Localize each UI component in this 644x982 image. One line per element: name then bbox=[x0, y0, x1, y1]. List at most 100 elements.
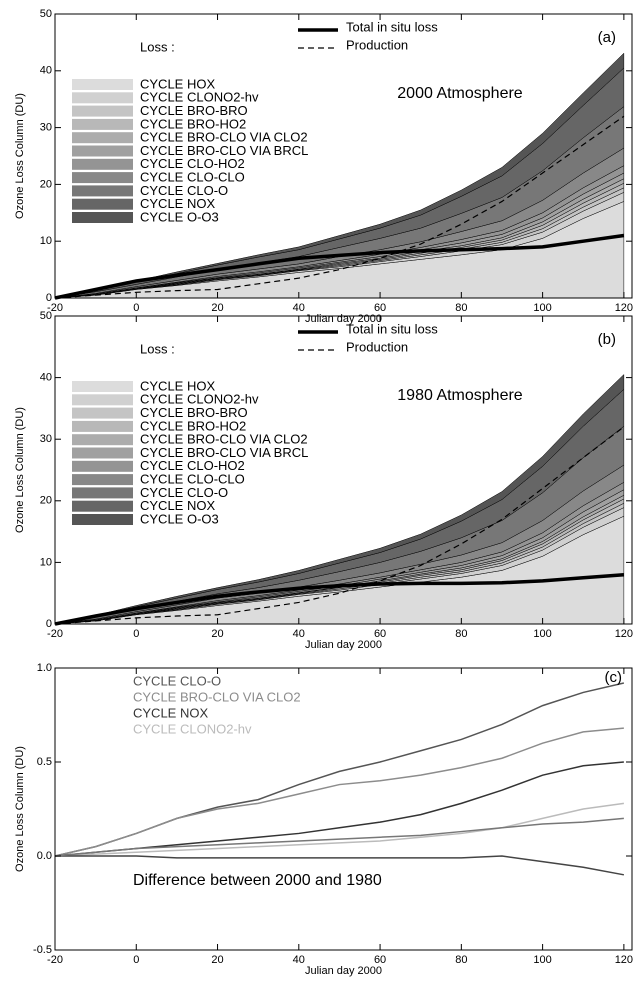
y-tick-label: 0.0 bbox=[37, 850, 52, 862]
legend-swatch bbox=[72, 487, 133, 499]
area bbox=[54, 52, 625, 299]
panel-label: (a) bbox=[598, 29, 616, 46]
legend-swatch bbox=[72, 420, 133, 432]
legend-swatch bbox=[72, 105, 133, 117]
legend-label: CYCLE HOX bbox=[140, 378, 215, 393]
legend-swatch bbox=[72, 92, 133, 104]
legend-label: CYCLE BRO-CLO VIA CLO2 bbox=[140, 130, 308, 145]
y-axis-title: Ozone Loss Column (DU) bbox=[14, 746, 26, 872]
x-tick-label: 20 bbox=[211, 302, 223, 314]
y-tick-label: 40 bbox=[40, 372, 52, 384]
x-tick-label: 0 bbox=[133, 954, 139, 966]
legend-label: CYCLE BRO-HO2 bbox=[140, 116, 246, 131]
legend-label: CYCLE BRO-CLO VIA BRCL bbox=[140, 445, 308, 460]
legend-label: CYCLE NOX bbox=[140, 498, 215, 513]
y-tick-label: 30 bbox=[40, 122, 52, 134]
legend-label: CYCLE NOX bbox=[140, 196, 215, 211]
x-tick-label: 80 bbox=[455, 954, 467, 966]
x-tick-label: 60 bbox=[374, 628, 386, 640]
legend-label: CYCLE CLO-O bbox=[140, 183, 228, 198]
legend-label: CYCLE CLO-CLO bbox=[140, 472, 245, 487]
y-tick-label: 20 bbox=[40, 495, 52, 507]
legend-swatch bbox=[72, 79, 133, 90]
line bbox=[54, 727, 624, 857]
legend-label: CYCLE CLO-CLO bbox=[140, 170, 245, 185]
panel-label: (c) bbox=[605, 669, 623, 686]
line bbox=[55, 855, 625, 876]
annotation: 1980 Atmosphere bbox=[397, 387, 523, 404]
legend-label: CYCLE O-O3 bbox=[140, 209, 219, 224]
x-tick-label: 80 bbox=[455, 302, 467, 314]
x-tick-label: 100 bbox=[533, 954, 551, 966]
y-tick-label: 0.5 bbox=[37, 756, 52, 768]
x-tick-label: -20 bbox=[47, 628, 63, 640]
line bbox=[54, 817, 624, 857]
x-tick-label: 0 bbox=[133, 628, 139, 640]
legend-label: CYCLE CLONO2-hv bbox=[140, 90, 259, 105]
legend-swatch bbox=[72, 474, 133, 486]
x-tick-label: 120 bbox=[615, 302, 633, 314]
x-tick-label: 40 bbox=[293, 302, 305, 314]
legend-swatch bbox=[72, 460, 133, 472]
legend-label: Total in situ loss bbox=[346, 321, 438, 336]
y-tick-label: 10 bbox=[40, 235, 52, 247]
y-tick-label: 0 bbox=[46, 618, 52, 630]
x-axis-title: Julian day 2000 bbox=[305, 965, 382, 977]
x-tick-label: 120 bbox=[615, 954, 633, 966]
y-axis-title: Ozone Loss Column (DU) bbox=[14, 93, 26, 219]
plot-frame bbox=[54, 667, 633, 951]
y-tick-label: 0 bbox=[46, 292, 52, 304]
x-tick-label: 0 bbox=[133, 302, 139, 314]
y-axis-title: Ozone Loss Column (DU) bbox=[14, 407, 26, 533]
legend-label: CYCLE BRO-CLO VIA CLO2 bbox=[140, 432, 308, 447]
legend-label: CYCLE HOX bbox=[140, 76, 215, 91]
plot-frame bbox=[54, 315, 633, 625]
x-tick-label: 100 bbox=[533, 302, 551, 314]
y-tick-label: 10 bbox=[40, 556, 52, 568]
legend-swatch bbox=[72, 514, 133, 525]
x-tick-label: -20 bbox=[47, 954, 63, 966]
x-tick-label: 80 bbox=[455, 628, 467, 640]
legend-title: Loss : bbox=[140, 341, 175, 356]
legend-swatch bbox=[72, 434, 133, 446]
x-tick-label: 40 bbox=[293, 628, 305, 640]
legend-swatch bbox=[72, 198, 133, 210]
legend-label: CYCLE BRO-BRO bbox=[140, 405, 248, 420]
legend-label: CYCLE CLO-O bbox=[140, 485, 228, 500]
plot-frame bbox=[54, 13, 633, 299]
legend-swatch bbox=[72, 447, 133, 459]
legend-label: CYCLE BRO-HO2 bbox=[140, 418, 246, 433]
x-tick-label: 20 bbox=[211, 628, 223, 640]
y-tick-label: -0.5 bbox=[33, 944, 52, 956]
x-tick-label: -20 bbox=[47, 302, 63, 314]
x-tick-label: 20 bbox=[211, 954, 223, 966]
legend-swatch bbox=[72, 172, 133, 184]
x-tick-label: 60 bbox=[374, 302, 386, 314]
y-tick-label: 1.0 bbox=[37, 662, 52, 674]
legend-label: CYCLE CLO-O bbox=[133, 673, 221, 688]
y-tick-label: 50 bbox=[40, 310, 52, 322]
panel-label: (b) bbox=[598, 331, 616, 348]
legend-label: CYCLE O-O3 bbox=[140, 511, 219, 526]
legend-label: CYCLE CLO-HO2 bbox=[140, 156, 245, 171]
legend-label: Total in situ loss bbox=[346, 19, 438, 34]
x-tick-label: 120 bbox=[615, 628, 633, 640]
line bbox=[54, 761, 624, 857]
annotation: 2000 Atmosphere bbox=[397, 85, 523, 102]
legend-swatch bbox=[72, 381, 133, 392]
legend-label: CYCLE NOX bbox=[133, 705, 208, 720]
legend-swatch bbox=[72, 158, 133, 170]
legend-swatch bbox=[72, 145, 133, 157]
line bbox=[54, 115, 625, 299]
line bbox=[54, 233, 625, 300]
y-tick-label: 50 bbox=[40, 8, 52, 20]
legend-label: CYCLE BRO-BRO bbox=[140, 103, 248, 118]
legend-label: CYCLE CLONO2-hv bbox=[140, 392, 259, 407]
line bbox=[54, 426, 625, 625]
line bbox=[54, 802, 624, 857]
legend-label: Production bbox=[346, 339, 408, 354]
y-tick-label: 30 bbox=[40, 433, 52, 445]
legend-swatch bbox=[72, 500, 133, 512]
legend-label: CYCLE CLONO2-hv bbox=[133, 721, 252, 736]
y-tick-label: 20 bbox=[40, 178, 52, 190]
